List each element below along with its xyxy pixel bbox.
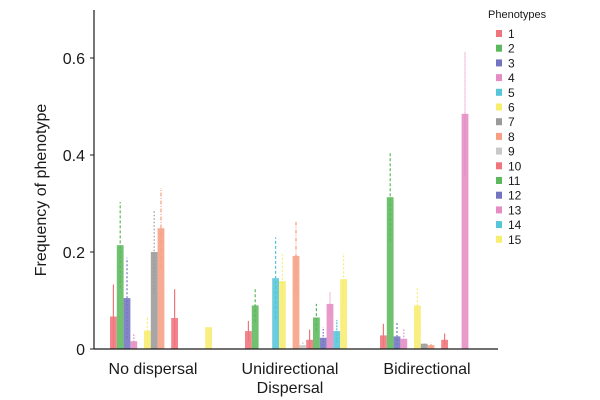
legend-label-2: 2 [508, 42, 515, 56]
bar-13-1 [326, 303, 334, 349]
legend-swatch-1 [496, 30, 502, 37]
legend-label-11: 11 [508, 174, 521, 188]
bar-14-1 [333, 331, 341, 349]
bar-3-2 [393, 336, 401, 349]
legend-title: Phenotypes [488, 9, 547, 21]
bar-7-0 [150, 252, 158, 349]
y-tick-label: 0.6 [63, 51, 85, 68]
bars-layer [110, 113, 469, 349]
error-bars-layer [112, 52, 466, 349]
legend-label-4: 4 [508, 71, 515, 85]
bar-2-1 [251, 305, 259, 349]
legend-label-8: 8 [508, 130, 515, 144]
bar-2-0 [116, 245, 124, 349]
x-category-labels: No dispersal Unidirectional Dispersal Bidir… [109, 361, 471, 397]
x-category-label: No dispersal [109, 361, 198, 378]
legend-label-5: 5 [508, 86, 515, 100]
legend-swatch-8 [496, 132, 502, 140]
bar-15-1 [340, 279, 347, 349]
legend-swatch-13 [496, 206, 502, 214]
legend-swatch-10 [496, 162, 502, 170]
legend-label-9: 9 [508, 145, 515, 159]
x-category-label: Dispersal [257, 380, 324, 397]
bar-6-2 [414, 305, 421, 349]
legend-swatch-6 [496, 103, 502, 111]
y-tick-label: 0.4 [63, 148, 85, 165]
bar-6-0 [144, 330, 151, 349]
legend-swatch-2 [496, 44, 502, 52]
legend-swatch-11 [496, 177, 502, 184]
bar-7-2 [420, 343, 428, 349]
legend-label-14: 14 [508, 218, 522, 232]
bar-6-1 [279, 281, 286, 349]
legend-swatch-3 [496, 59, 502, 67]
legend-label-6: 6 [508, 101, 515, 115]
legend-label-7: 7 [508, 115, 515, 129]
bar-12-1 [319, 337, 327, 349]
legend-label-13: 13 [508, 203, 522, 217]
bar-15-0 [205, 327, 212, 349]
legend-label-15: 15 [508, 233, 522, 247]
legend-label-10: 10 [508, 159, 522, 173]
legend-swatch-9 [496, 147, 502, 155]
bar-2-2 [386, 197, 394, 349]
legend-swatch-12 [496, 191, 502, 199]
y-ticks: 0 0.2 0.4 0.6 [63, 51, 94, 359]
legend-label-12: 12 [508, 189, 522, 203]
bar-8-0 [157, 228, 165, 349]
legend-label-3: 3 [508, 56, 515, 70]
x-category-label: Bidirectional [383, 361, 470, 378]
bar-8-1 [292, 255, 300, 349]
y-tick-label: 0.2 [63, 245, 85, 262]
y-axis-label: Frequency of phenotype [33, 104, 50, 277]
x-category-label: Unidirectional [242, 361, 339, 378]
legend-swatch-15 [496, 235, 502, 243]
legend-swatch-5 [496, 88, 502, 96]
y-tick-label: 0 [76, 342, 85, 359]
bar-13-2 [461, 113, 469, 349]
bar-11-1 [313, 317, 320, 349]
bar-4-2 [400, 338, 408, 349]
legend-swatch-7 [496, 118, 502, 126]
legend-swatch-14 [496, 221, 502, 229]
bar-4-0 [130, 341, 138, 349]
bar-3-0 [123, 298, 131, 349]
legend-swatch-4 [496, 74, 502, 82]
legend-label-1: 1 [508, 27, 515, 41]
